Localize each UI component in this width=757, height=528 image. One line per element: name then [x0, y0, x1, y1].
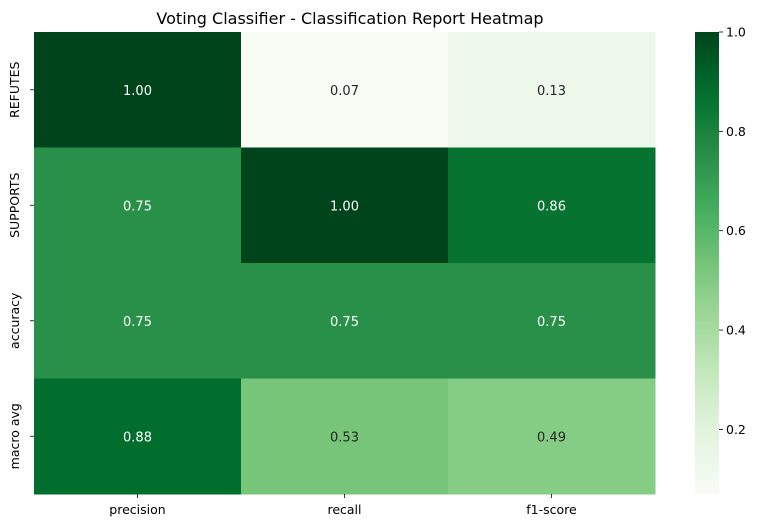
- cell-value-label: 0.75: [123, 315, 152, 330]
- heatmap-cell: [241, 378, 449, 495]
- cell-value-label: 0.13: [537, 84, 566, 99]
- cell-value-label: 0.86: [537, 199, 566, 214]
- heatmap-cell: [448, 32, 656, 148]
- y-axis: REFUTES SUPPORTS accuracy macro avg: [7, 61, 34, 469]
- heatmap-cell: [241, 147, 449, 264]
- heatmap-cell: [241, 263, 449, 379]
- cell-value-label: 0.75: [537, 315, 566, 330]
- cell-value-label: 0.75: [330, 315, 359, 330]
- heatmap-cell: [34, 263, 242, 379]
- heatmap-cell: [448, 147, 656, 264]
- heatmap-cell: [34, 378, 242, 495]
- colorbar-tick-label: 0.2: [726, 422, 746, 437]
- x-tick-label: precision: [109, 502, 165, 517]
- cell-value-label: 0.75: [123, 199, 152, 214]
- colorbar-tick-label: 0.8: [726, 124, 746, 139]
- x-tick-label: recall: [327, 502, 361, 517]
- cell-value-label: 1.00: [123, 84, 152, 99]
- heatmap-cells: 1.00 0.07 0.13 0.75 1.00 0.86 0.75 0.75 0.75 0.88…: [34, 32, 656, 495]
- chart-title: Voting Classifier - Classification Repor…: [156, 9, 543, 28]
- heatmap-cell: [34, 32, 242, 148]
- y-tick-label: REFUTES: [7, 61, 22, 117]
- heatmap-cell: [34, 147, 242, 264]
- y-tick-label: macro avg: [7, 403, 22, 469]
- colorbar-tick-label: 0.4: [726, 323, 746, 338]
- cell-value-label: 0.49: [537, 430, 566, 445]
- colorbar: 0.2 0.4 0.6 0.8 1.0: [695, 25, 746, 494]
- cell-value-label: 1.00: [330, 199, 359, 214]
- colorbar-tick-label: 1.0: [726, 25, 746, 40]
- cell-value-label: 0.07: [330, 84, 359, 99]
- heatmap-cell: [241, 32, 449, 148]
- heatmap-cell: [448, 378, 656, 495]
- heatmap-cell: [448, 263, 656, 379]
- y-tick-label: accuracy: [7, 292, 22, 349]
- cell-value-label: 0.53: [330, 430, 359, 445]
- cell-value-label: 0.88: [123, 430, 152, 445]
- colorbar-gradient: [695, 32, 719, 494]
- x-tick-label: f1-score: [526, 502, 577, 517]
- y-tick-label: SUPPORTS: [7, 173, 22, 238]
- x-axis: precision recall f1-score: [109, 494, 577, 517]
- colorbar-tick-label: 0.6: [726, 223, 746, 238]
